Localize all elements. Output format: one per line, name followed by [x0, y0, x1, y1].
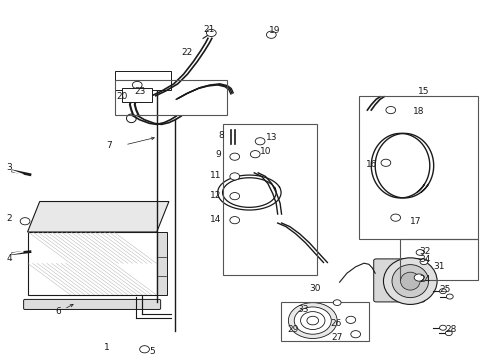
FancyBboxPatch shape	[373, 259, 424, 302]
Text: 13: 13	[266, 133, 277, 142]
Text: 19: 19	[268, 26, 280, 35]
Circle shape	[445, 330, 451, 336]
Text: 28: 28	[445, 325, 456, 334]
Bar	[222, 125, 316, 275]
Circle shape	[294, 307, 330, 334]
Text: 31: 31	[433, 262, 444, 271]
Bar	[115, 71, 171, 90]
Text: 27: 27	[331, 333, 342, 342]
Text: 32: 32	[418, 247, 429, 256]
Text: 18: 18	[412, 107, 424, 116]
Text: 20: 20	[116, 92, 127, 101]
Circle shape	[229, 153, 239, 160]
FancyBboxPatch shape	[157, 232, 167, 295]
FancyBboxPatch shape	[23, 300, 160, 310]
Circle shape	[255, 138, 264, 145]
Circle shape	[229, 173, 239, 180]
Ellipse shape	[391, 265, 427, 298]
Text: 21: 21	[203, 25, 215, 34]
Text: 33: 33	[297, 305, 308, 314]
Circle shape	[20, 218, 30, 225]
Circle shape	[446, 294, 452, 299]
Circle shape	[345, 316, 355, 323]
Bar	[122, 88, 152, 102]
Text: 34: 34	[418, 255, 429, 264]
Text: 4: 4	[7, 254, 12, 263]
Circle shape	[132, 81, 142, 89]
Bar	[399, 239, 477, 280]
Bar	[281, 302, 368, 341]
Text: 25: 25	[439, 285, 450, 294]
Text: 2: 2	[7, 214, 12, 223]
Text: 24: 24	[418, 275, 429, 284]
Circle shape	[288, 303, 336, 338]
Text: 5: 5	[149, 347, 154, 356]
Circle shape	[300, 312, 325, 329]
Text: 15: 15	[417, 86, 428, 95]
Circle shape	[350, 330, 360, 338]
Text: 11: 11	[209, 171, 221, 180]
Text: 12: 12	[209, 191, 221, 200]
Text: 10: 10	[260, 147, 271, 156]
Circle shape	[332, 300, 340, 306]
Circle shape	[380, 159, 390, 166]
Circle shape	[206, 30, 216, 37]
Circle shape	[229, 217, 239, 224]
Circle shape	[390, 214, 400, 221]
Polygon shape	[27, 202, 168, 232]
Text: 22: 22	[181, 48, 192, 57]
Text: 1: 1	[104, 343, 110, 352]
Text: 7: 7	[106, 141, 112, 150]
Bar	[115, 80, 227, 116]
Text: 14: 14	[209, 215, 221, 224]
Text: 8: 8	[218, 131, 224, 140]
Circle shape	[140, 346, 149, 353]
Text: 3: 3	[6, 163, 12, 172]
Text: 26: 26	[330, 319, 341, 328]
Circle shape	[306, 316, 318, 325]
Text: 16: 16	[366, 161, 377, 170]
Ellipse shape	[400, 272, 419, 290]
Text: 9: 9	[215, 150, 221, 159]
Bar	[358, 96, 477, 239]
Text: 17: 17	[409, 217, 421, 226]
Circle shape	[439, 325, 446, 330]
Circle shape	[250, 150, 260, 158]
Circle shape	[413, 274, 423, 281]
Circle shape	[266, 31, 276, 39]
Circle shape	[419, 259, 427, 265]
Circle shape	[229, 193, 239, 200]
Circle shape	[439, 289, 446, 294]
Circle shape	[385, 107, 395, 114]
Text: 30: 30	[309, 284, 320, 293]
Text: 6: 6	[55, 307, 61, 316]
Bar	[27, 232, 157, 295]
Text: 29: 29	[286, 325, 298, 334]
Ellipse shape	[383, 258, 436, 305]
Text: 23: 23	[134, 86, 145, 95]
Circle shape	[415, 249, 423, 255]
